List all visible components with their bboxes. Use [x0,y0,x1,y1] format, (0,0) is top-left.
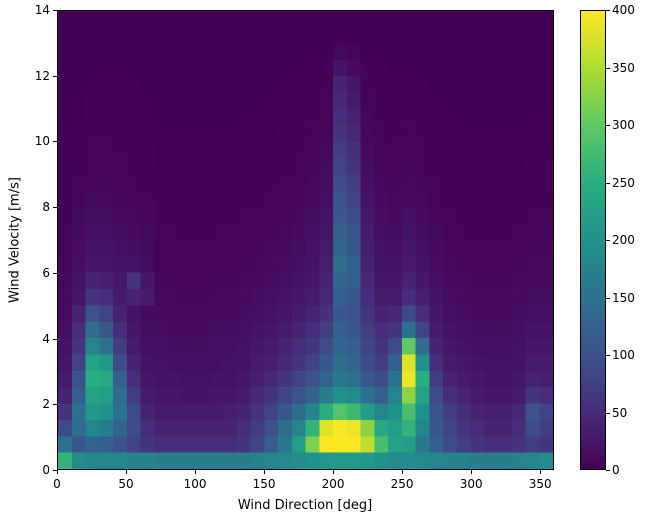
colorbar-tick-label: 350 [612,60,635,75]
colorbar-tick-label: 150 [612,290,635,305]
colorbar-tick-label: 0 [612,463,620,477]
x-tick-mark [195,470,197,474]
y-tick-mark [53,272,57,274]
x-tick-label: 0 [53,477,61,491]
x-tick-mark [471,470,473,474]
y-axis-label: Wind Velocity [m/s] [7,177,23,303]
x-tick-mark [126,470,127,474]
y-tick-label: 6 [42,265,50,280]
y-tick-mark [53,75,57,77]
colorbar-tick-label: 100 [612,348,635,362]
x-tick-label: 100 [183,477,207,491]
colorbar-tick-label: 250 [612,175,635,190]
x-tick-label: 300 [459,477,483,491]
x-axis-label: Wind Direction [deg] [237,498,373,513]
x-tick-label: 350 [528,477,552,491]
y-tick-mark [53,141,57,143]
colorbar-tick-mark [606,10,610,11]
colorbar-tick-mark [606,240,610,241]
colorbar-tick-label: 200 [612,233,635,247]
colorbar-tick-mark [606,297,610,299]
x-tick-mark [57,470,58,474]
colorbar-tick-label: 50 [612,405,628,420]
x-tick-mark [540,470,542,474]
y-tick-label: 12 [34,68,50,83]
y-tick-mark [53,338,57,340]
x-tick-mark [333,470,335,474]
colorbar-tick-mark [606,182,610,184]
colorbar [580,10,606,470]
colorbar-tick-mark [606,470,610,471]
colorbar-tick-mark [606,412,610,414]
y-tick-label: 8 [42,200,50,215]
plot-area [57,10,554,470]
y-tick-label: 2 [42,397,50,412]
colorbar-tick-mark [606,67,610,69]
y-tick-mark [53,207,57,209]
x-tick-label: 200 [321,477,345,491]
y-tick-label: 10 [34,134,50,149]
x-tick-label: 50 [118,477,134,491]
colorbar-tick-mark [606,355,610,356]
y-tick-label: 0 [42,463,50,477]
x-tick-label: 250 [390,477,414,491]
y-tick-mark [53,10,57,11]
heatmap-canvas [58,11,553,469]
y-tick-mark [53,470,57,471]
y-tick-label: 14 [34,3,50,17]
colorbar-tick-label: 400 [612,3,635,17]
x-tick-mark [264,470,266,474]
colorbar-gradient [581,11,605,469]
x-tick-label: 150 [252,477,276,491]
colorbar-tick-label: 300 [612,118,635,132]
y-tick-mark [53,404,57,406]
colorbar-tick-mark [606,125,610,126]
y-tick-label: 4 [42,331,50,346]
x-tick-mark [402,470,404,474]
